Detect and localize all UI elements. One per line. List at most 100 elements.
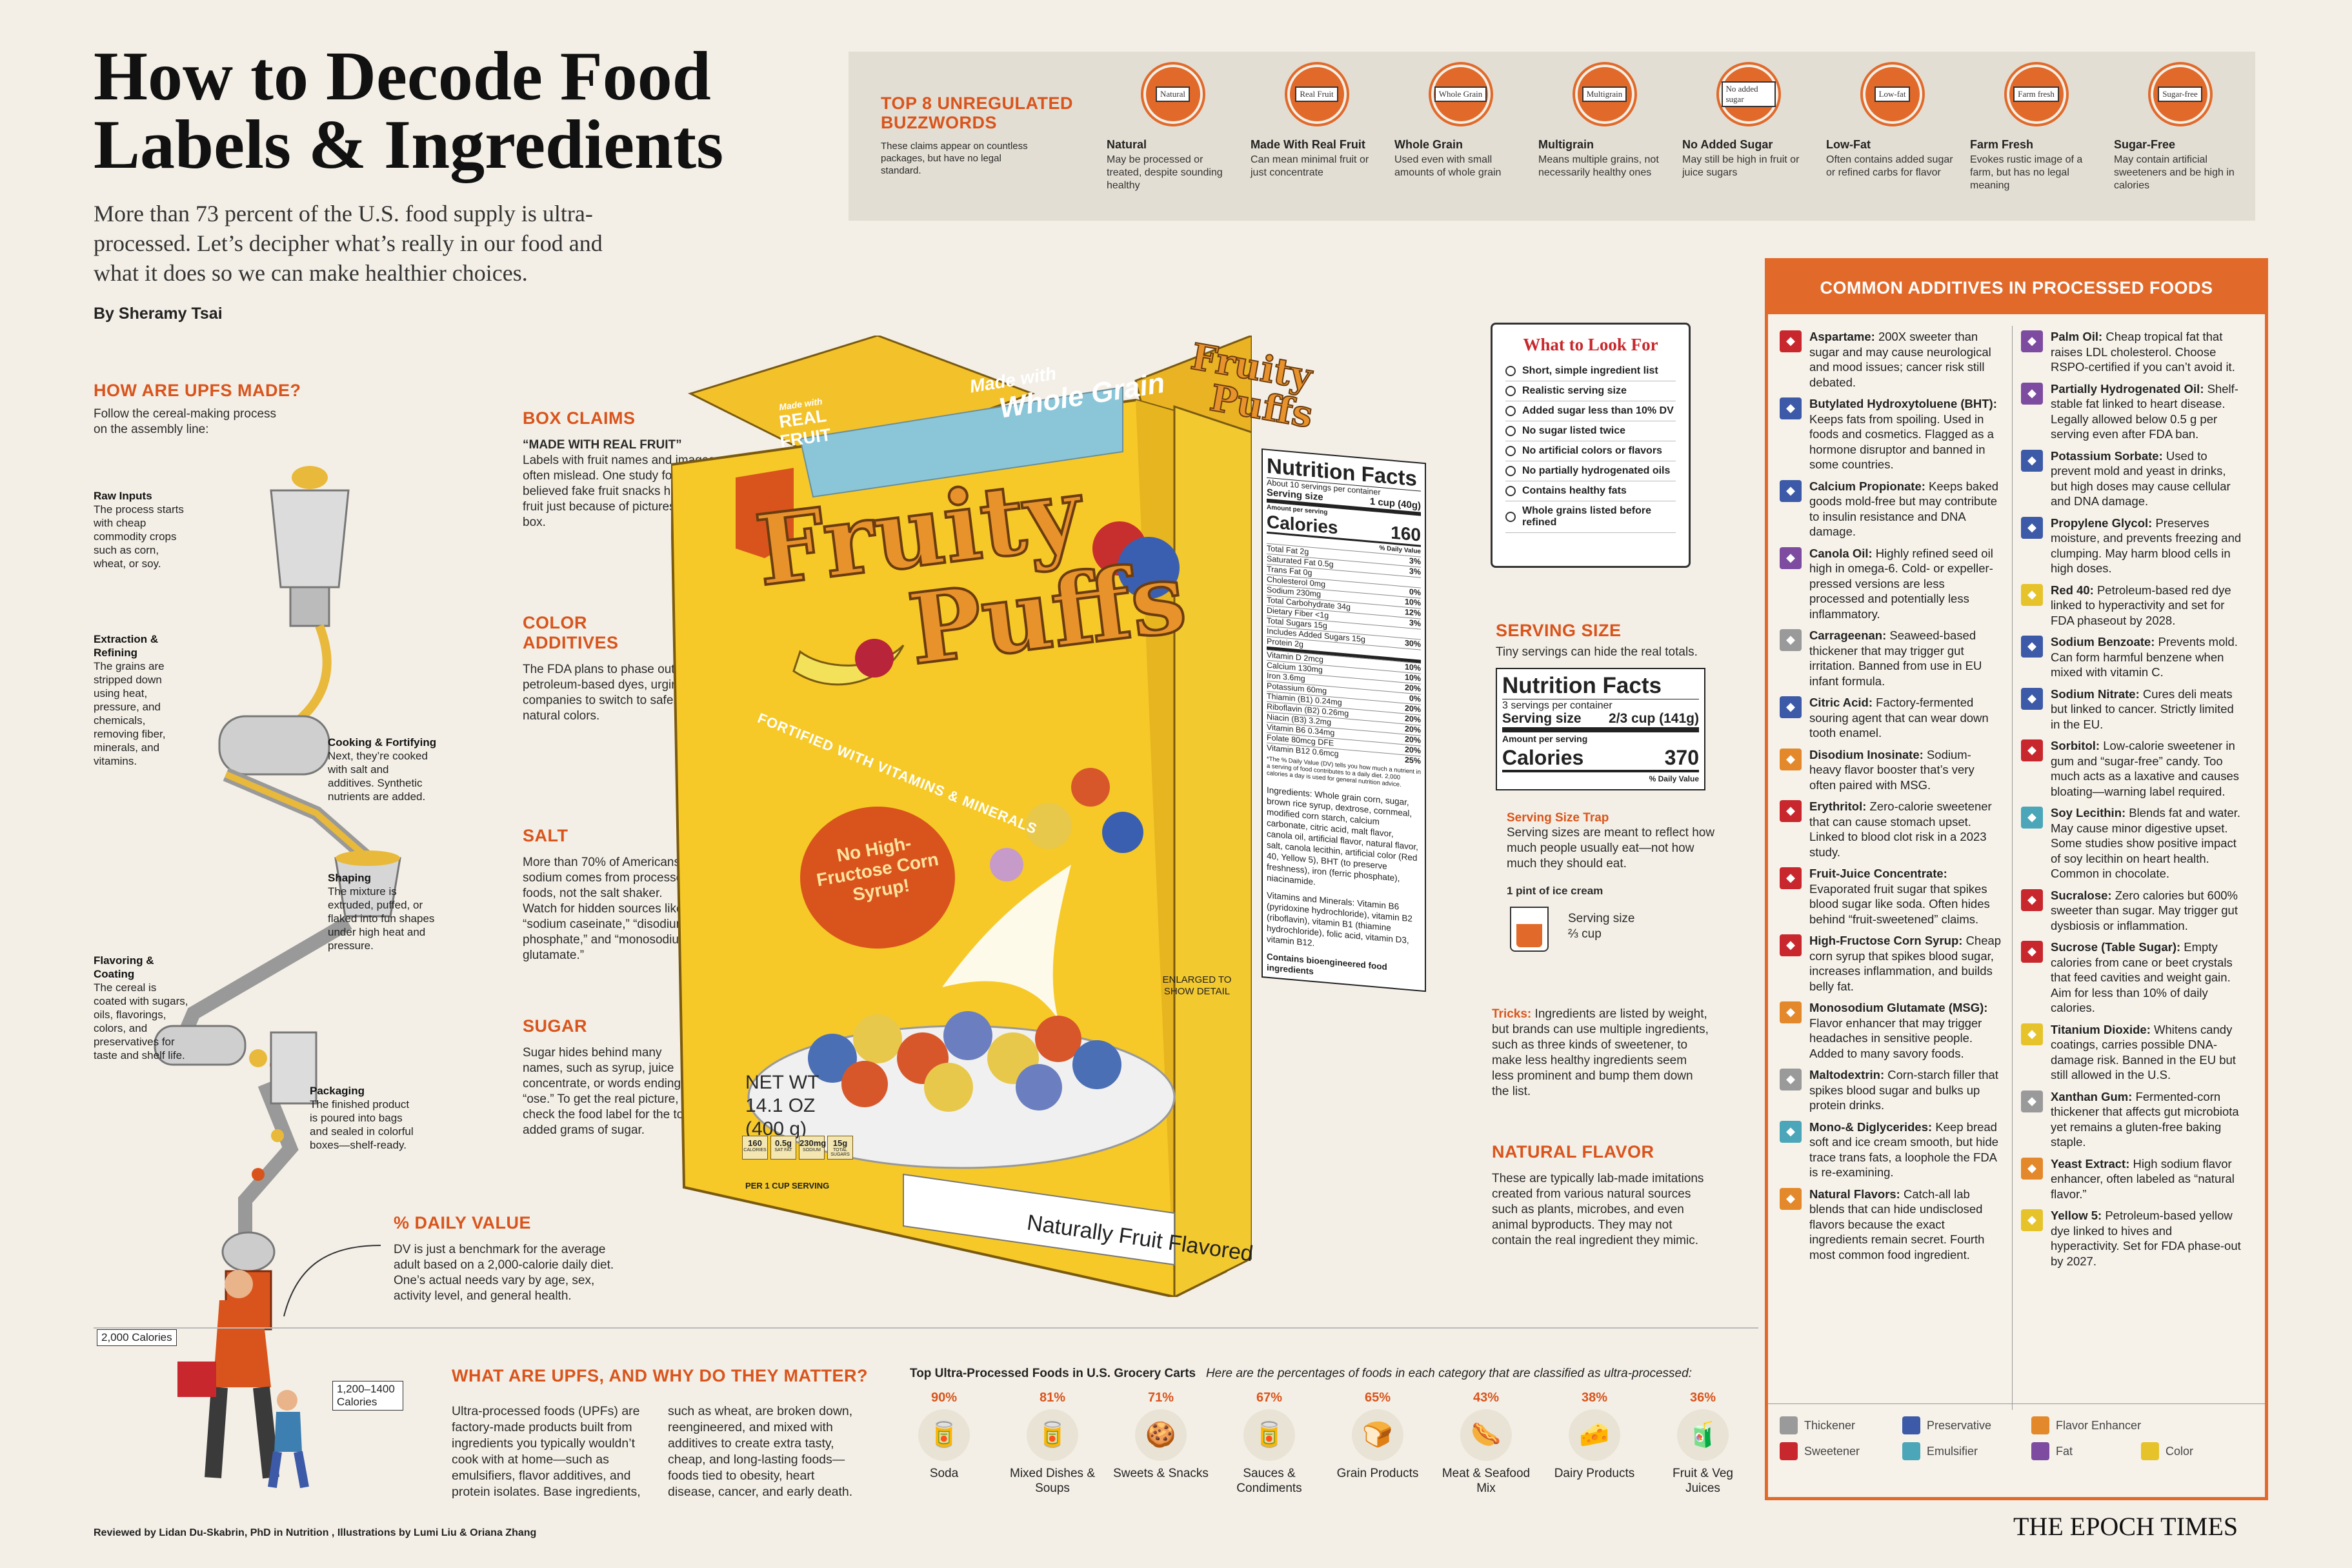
nutrition-row-value: 30% (1404, 638, 1421, 649)
food-category-icon: 🥫 (1243, 1409, 1295, 1461)
additive-desc: Blends fat and water. May cause minor di… (2051, 806, 2241, 880)
nutrition-rows: Total Fat 2g 3% Saturated Fat 0.5g 3% Trans … (1267, 543, 1421, 767)
top-food-item: 43% 🌭 Meat & Seafood Mix (1438, 1391, 1534, 1496)
buzzword-badge-icon: Low-fat (1862, 65, 1922, 124)
legend-swatch (2031, 1416, 2049, 1434)
additive-desc: Evaporated fruit sugar that spikes blood… (1809, 881, 1990, 926)
nutrition-row-value: 20% (1404, 714, 1421, 725)
additive-name: Palm Oil: (2051, 330, 2103, 343)
buzzword-desc: May be processed or treated, despite sou… (1107, 154, 1223, 191)
look-for-text: No sugar listed twice (1522, 425, 1626, 436)
assembly-step-title: Extraction & Refining (94, 633, 159, 659)
bottom-divider (94, 1327, 1758, 1329)
food-category-icon: 🧀 (1569, 1409, 1620, 1461)
additive-text: Citric Acid: Factory-fermented souring a… (1809, 695, 2002, 741)
buzzword-badge-icon: Multigrain (1574, 65, 1634, 124)
additive-name: Partially Hydrogenated Oil: (2051, 381, 2204, 396)
salt-text: More than 70% of Americans’ sodium comes… (523, 856, 690, 962)
top-food-item: 81% 🥫 Mixed Dishes & Soups (1004, 1391, 1101, 1496)
additive-text: Yellow 5: Petroleum-based yellow dye lin… (2051, 1208, 2244, 1269)
legend-swatch (1780, 1442, 1798, 1460)
additive-name: Maltodextrin: (1809, 1068, 1885, 1081)
bioengineered-note: Contains bioengineered food ingredients (1267, 951, 1387, 977)
food-category-icon: 🍪 (1135, 1409, 1187, 1461)
additive-item: ◆ Calcium Propionate: Keeps baked goods m… (1780, 479, 2002, 539)
buzzword-desc: Means multiple grains, not necessarily h… (1538, 154, 1659, 178)
assembly-step-desc: The grains are stripped down using heat,… (94, 660, 166, 767)
look-for-text: Realistic serving size (1522, 385, 1627, 396)
food-category-icon: 🧃 (1677, 1409, 1729, 1461)
top-food-percent: 90% (930, 1391, 958, 1405)
food-emoji: 🥫 (1254, 1421, 1285, 1449)
box-side (1173, 405, 1252, 1297)
assembly-step-desc: Next, they’re cooked with salt and addit… (328, 750, 428, 803)
buzzword-badge-icon: Whole Grain (1431, 65, 1491, 124)
buzzword-badge-label: Farm fresh (2013, 86, 2059, 102)
additive-text: Erythritol: Zero-calorie sweetener that … (1809, 799, 2002, 859)
top-food-item: 65% 🍞 Grain Products (1329, 1391, 1426, 1481)
legend-swatch (1902, 1416, 1920, 1434)
additive-name: Red 40: (2051, 583, 2094, 597)
additive-desc: Low-calorie sweetener in gum and “sugar-… (2051, 739, 2240, 798)
assembly-line-illustration (154, 466, 401, 1331)
adult-calories-label: 2,000 Calories (97, 1329, 177, 1346)
additive-desc: Cheap corn syrup that spikes blood sugar… (1809, 934, 2002, 993)
additive-desc: Whitens candy coatings, carries possible… (2051, 1022, 2236, 1082)
nutrition-row-value: 3% (1409, 618, 1421, 628)
legend-label: Fat (2056, 1444, 2073, 1458)
additive-text: Potassium Sorbate: Used to prevent mold … (2051, 448, 2244, 509)
daily-value-note: % DAILY VALUE DV is just a benchmark for… (394, 1213, 626, 1304)
cereal-box-illustration (671, 336, 1252, 1297)
box-claims-heading: BOX CLAIMS (523, 408, 636, 428)
nutrition-row-value: 10% (1404, 672, 1421, 683)
serving-size-sub: Tiny servings can hide the real totals. (1496, 645, 1698, 659)
additive-desc: Cheap tropical fat that raises LDL chole… (2051, 330, 2235, 374)
tricks-text: Ingredients are listed by weight, but br… (1492, 1007, 1709, 1098)
look-for-text: Added sugar less than 10% DV (1522, 405, 1674, 416)
buzzword-desc: Can mean minimal fruit or just concentra… (1251, 154, 1369, 178)
look-for-item: Added sugar less than 10% DV (1505, 401, 1676, 421)
serving-nf-title: Nutrition Facts (1502, 673, 1699, 699)
additive-item: ◆ Monosodium Glutamate (MSG): Flavor enha… (1780, 1000, 2002, 1061)
pint-label: 1 pint of ice cream (1507, 885, 1603, 897)
serving-nf-dv: % Daily Value (1649, 774, 1699, 783)
additive-category-icon: ◆ (2021, 807, 2043, 829)
additive-text: Sodium Benzoate: Prevents mold. Can form… (2051, 634, 2244, 680)
top-food-percent: 67% (1256, 1391, 1283, 1405)
flavoring-machine (270, 1031, 317, 1105)
additive-category-icon: ◆ (2021, 1209, 2043, 1231)
natural-flavor-heading: NATURAL FLAVOR (1492, 1142, 1654, 1161)
legend-swatch (2031, 1442, 2049, 1460)
legend-item: Fat (2031, 1442, 2073, 1460)
additive-item: ◆ Erythritol: Zero-calorie sweetener that… (1780, 799, 2002, 859)
salt-note: SALT More than 70% of Americans’ sodium … (523, 826, 697, 963)
adult-head (225, 1270, 253, 1298)
additive-category-icon: ◆ (1780, 1001, 1802, 1023)
food-category-icon: 🍞 (1352, 1409, 1403, 1461)
top-food-percent: 38% (1581, 1391, 1608, 1405)
buzzword-title: Multigrain (1538, 138, 1594, 151)
serving-nf-amount: Amount per serving (1502, 734, 1588, 744)
additive-name: Potassium Sorbate: (2051, 448, 2163, 463)
look-for-list: Short, simple ingredient list Realistic s… (1505, 361, 1676, 533)
upf-made-intro: Follow the cereal-making process on the … (94, 407, 277, 436)
top-food-label: Soda (929, 1467, 959, 1480)
additive-category-icon: ◆ (2021, 449, 2043, 472)
legend-swatch (1902, 1442, 1920, 1460)
nutrition-row-value: 20% (1404, 734, 1421, 745)
tricks-note: Tricks: Ingredients are listed by weight… (1492, 1007, 1711, 1100)
buzzword-item: Sugar-free Sugar-Free May contain artifici… (2114, 65, 2246, 192)
additive-item: ◆ Propylene Glycol: Preserves moisture, a… (2021, 516, 2244, 576)
buzzword-badge-label: Multigrain (1582, 86, 1627, 102)
legend-item: Sweetener (1780, 1442, 1860, 1460)
net-weight: NET WT 14.1 OZ (400 g) (745, 1072, 819, 1140)
upf-made-heading: HOW ARE UPFs MADE? (94, 381, 301, 400)
additive-item: ◆ Mono-& Diglycerides: Keep bread soft an… (1780, 1120, 2002, 1180)
real-fruit-tag-text: Made with REAL FRUIT (765, 394, 842, 453)
buzzword-badge-label: Real Fruit (1295, 86, 1338, 102)
additive-text: Partially Hydrogenated Oil: Shelf-stable… (2051, 381, 2244, 442)
food-emoji: 🥫 (929, 1421, 960, 1449)
assembly-step-desc: The mixture is extruded, puffed, or flak… (328, 885, 435, 952)
additive-item: ◆ Sodium Nitrate: Cures deli meats but li… (2021, 687, 2244, 732)
checkbox-icon (1505, 426, 1516, 436)
